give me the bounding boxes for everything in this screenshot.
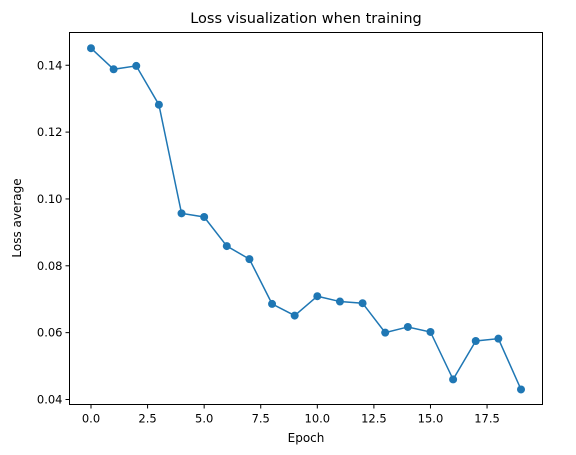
y-axis-ticks: 0.04 0.06 0.08 0.10 0.12 0.14: [37, 58, 70, 406]
data-point: [155, 101, 163, 109]
data-point: [132, 62, 140, 70]
x-tick-label: 17.5: [474, 412, 500, 426]
data-point: [268, 300, 276, 308]
data-point: [223, 242, 231, 250]
data-point: [87, 44, 95, 52]
x-tick-label: 15.0: [418, 412, 444, 426]
data-point: [449, 375, 457, 383]
chart-title: Loss visualization when training: [190, 11, 422, 27]
x-axis-ticks: 0.0 2.5 5.0 7.5 10.0 12.5 15.0 17.5: [82, 405, 500, 426]
y-tick-label: 0.14: [37, 58, 63, 72]
plot-area: [87, 44, 525, 393]
data-point: [313, 292, 321, 300]
data-point: [110, 65, 118, 73]
data-point: [494, 335, 502, 343]
data-point: [426, 328, 434, 336]
data-point: [178, 209, 186, 217]
y-tick-label: 0.04: [37, 392, 63, 406]
data-point: [291, 312, 299, 320]
y-tick-label: 0.06: [37, 326, 63, 340]
x-tick-label: 12.5: [361, 412, 387, 426]
y-tick-label: 0.12: [37, 125, 63, 139]
x-tick-label: 5.0: [195, 412, 213, 426]
y-axis-label: Loss average: [10, 178, 24, 257]
data-point: [245, 255, 253, 263]
x-axis-label: Epoch: [288, 431, 325, 445]
data-point: [359, 299, 367, 307]
x-tick-label: 0.0: [82, 412, 100, 426]
data-point: [336, 298, 344, 306]
y-tick-label: 0.08: [37, 259, 63, 273]
loss-series-line: [91, 48, 521, 389]
data-point: [517, 385, 525, 393]
data-point: [404, 323, 412, 331]
x-tick-label: 10.0: [305, 412, 331, 426]
y-tick-label: 0.10: [37, 192, 63, 206]
data-point: [200, 213, 208, 221]
x-tick-label: 2.5: [138, 412, 156, 426]
x-tick-label: 7.5: [252, 412, 270, 426]
data-point: [381, 329, 389, 337]
data-point: [472, 337, 480, 345]
